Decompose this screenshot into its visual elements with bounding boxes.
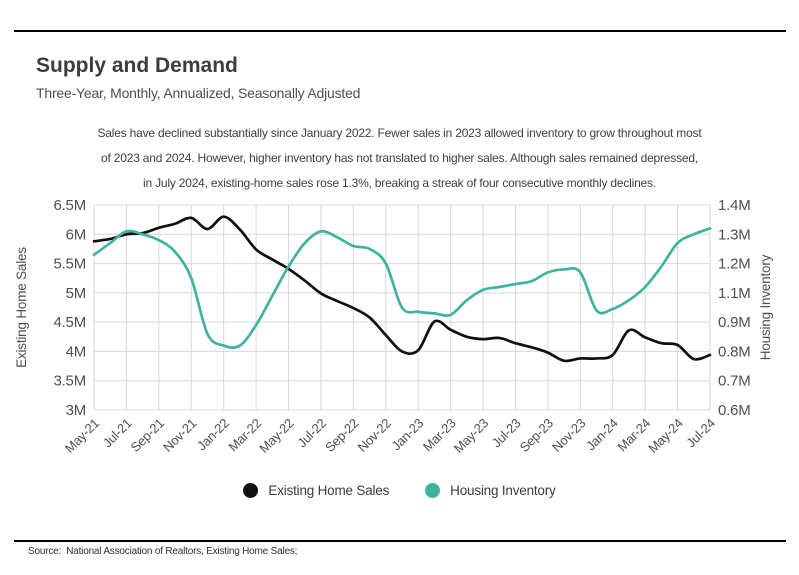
legend-label: Existing Home Sales: [268, 483, 390, 498]
x-axis-tick-label: May-24: [645, 416, 685, 456]
housing-inventory-line: [92, 227, 712, 349]
left-axis-tick-label: 4M: [66, 343, 86, 360]
x-axis-tick-label: May-23: [451, 416, 491, 456]
left-axis-tick-label: 3M: [66, 402, 86, 419]
description-line-3: in July 2024, existing-home sales rose 1…: [143, 176, 656, 190]
chart-description: Sales have declined substantially since …: [0, 121, 799, 196]
description-line-2: of 2023 and 2024. However, higher invent…: [101, 151, 698, 165]
x-axis-tick-label: Jan-24: [583, 416, 621, 454]
left-axis-tick-label: 5M: [66, 285, 86, 302]
x-axis-tick-label: Nov-21: [160, 416, 199, 455]
existing-home-sales-dot-icon: [243, 483, 259, 498]
chart-series: [92, 215, 712, 363]
right-axis-tick-label: 1.1M: [718, 285, 751, 302]
right-axis-tick-label: 1.3M: [718, 226, 751, 243]
chart-axis-labels: 6.5M 1.4M 6M 1.3M 5.5M 1.2M 5M 1.1M 4.5M 0.9M 4M 0.…: [14, 197, 773, 456]
x-axis-tick-label: Jul-24: [683, 416, 718, 451]
left-axis-tick-label: 5.5M: [53, 256, 86, 273]
x-axis-tick-label: Sep-21: [128, 416, 167, 455]
page-title: Supply and Demand: [36, 54, 238, 77]
x-axis-tick-label: May-21: [62, 416, 102, 456]
right-axis-tick-label: 1.4M: [718, 197, 751, 214]
right-axis-tick-label: 1.2M: [718, 256, 751, 273]
housing-inventory-dot-icon: [425, 483, 441, 498]
right-axis-title: Housing Inventory: [758, 254, 773, 360]
x-axis-tick-label: Nov-22: [355, 416, 394, 455]
page-subtitle: Three-Year, Monthly, Annualized, Seasona…: [36, 85, 361, 101]
legend-item-existing-home-sales: Existing Home Sales: [243, 483, 389, 498]
left-axis-tick-label: 6M: [66, 226, 86, 243]
bottom-divider: [14, 540, 786, 542]
right-axis-tick-label: 0.8M: [718, 343, 751, 360]
x-axis-tick-label: Jan-22: [194, 416, 232, 454]
existing-home-sales-line: [92, 215, 712, 363]
right-axis-tick-label: 0.6M: [718, 402, 751, 419]
left-axis-tick-label: 3.5M: [53, 373, 86, 390]
legend-label: Housing Inventory: [450, 483, 556, 498]
legend-item-housing-inventory: Housing Inventory: [425, 483, 556, 498]
right-axis-tick-label: 0.7M: [718, 373, 751, 390]
x-axis-tick-label: Jan-23: [388, 416, 426, 454]
right-axis-tick-label: 0.9M: [718, 314, 751, 331]
x-axis-tick-label: Sep-22: [322, 416, 361, 455]
x-axis-tick-label: Sep-23: [517, 416, 556, 455]
chart-grid: [93, 204, 711, 411]
left-axis-tick-label: 6.5M: [53, 197, 86, 214]
description-line-1: Sales have declined substantially since …: [97, 126, 702, 140]
left-axis-title: Existing Home Sales: [14, 247, 29, 368]
x-axis-tick-label: Nov-23: [549, 416, 588, 455]
top-divider: [14, 30, 786, 32]
left-axis-tick-label: 4.5M: [53, 314, 86, 331]
x-axis-tick-label: May-22: [256, 416, 296, 456]
source-line-1: Source: National Association of Realtors…: [28, 546, 298, 557]
chart-legend: Existing Home Sales Housing Inventory: [0, 483, 799, 498]
source-note: Source: National Association of Realtors…: [28, 507, 297, 575]
